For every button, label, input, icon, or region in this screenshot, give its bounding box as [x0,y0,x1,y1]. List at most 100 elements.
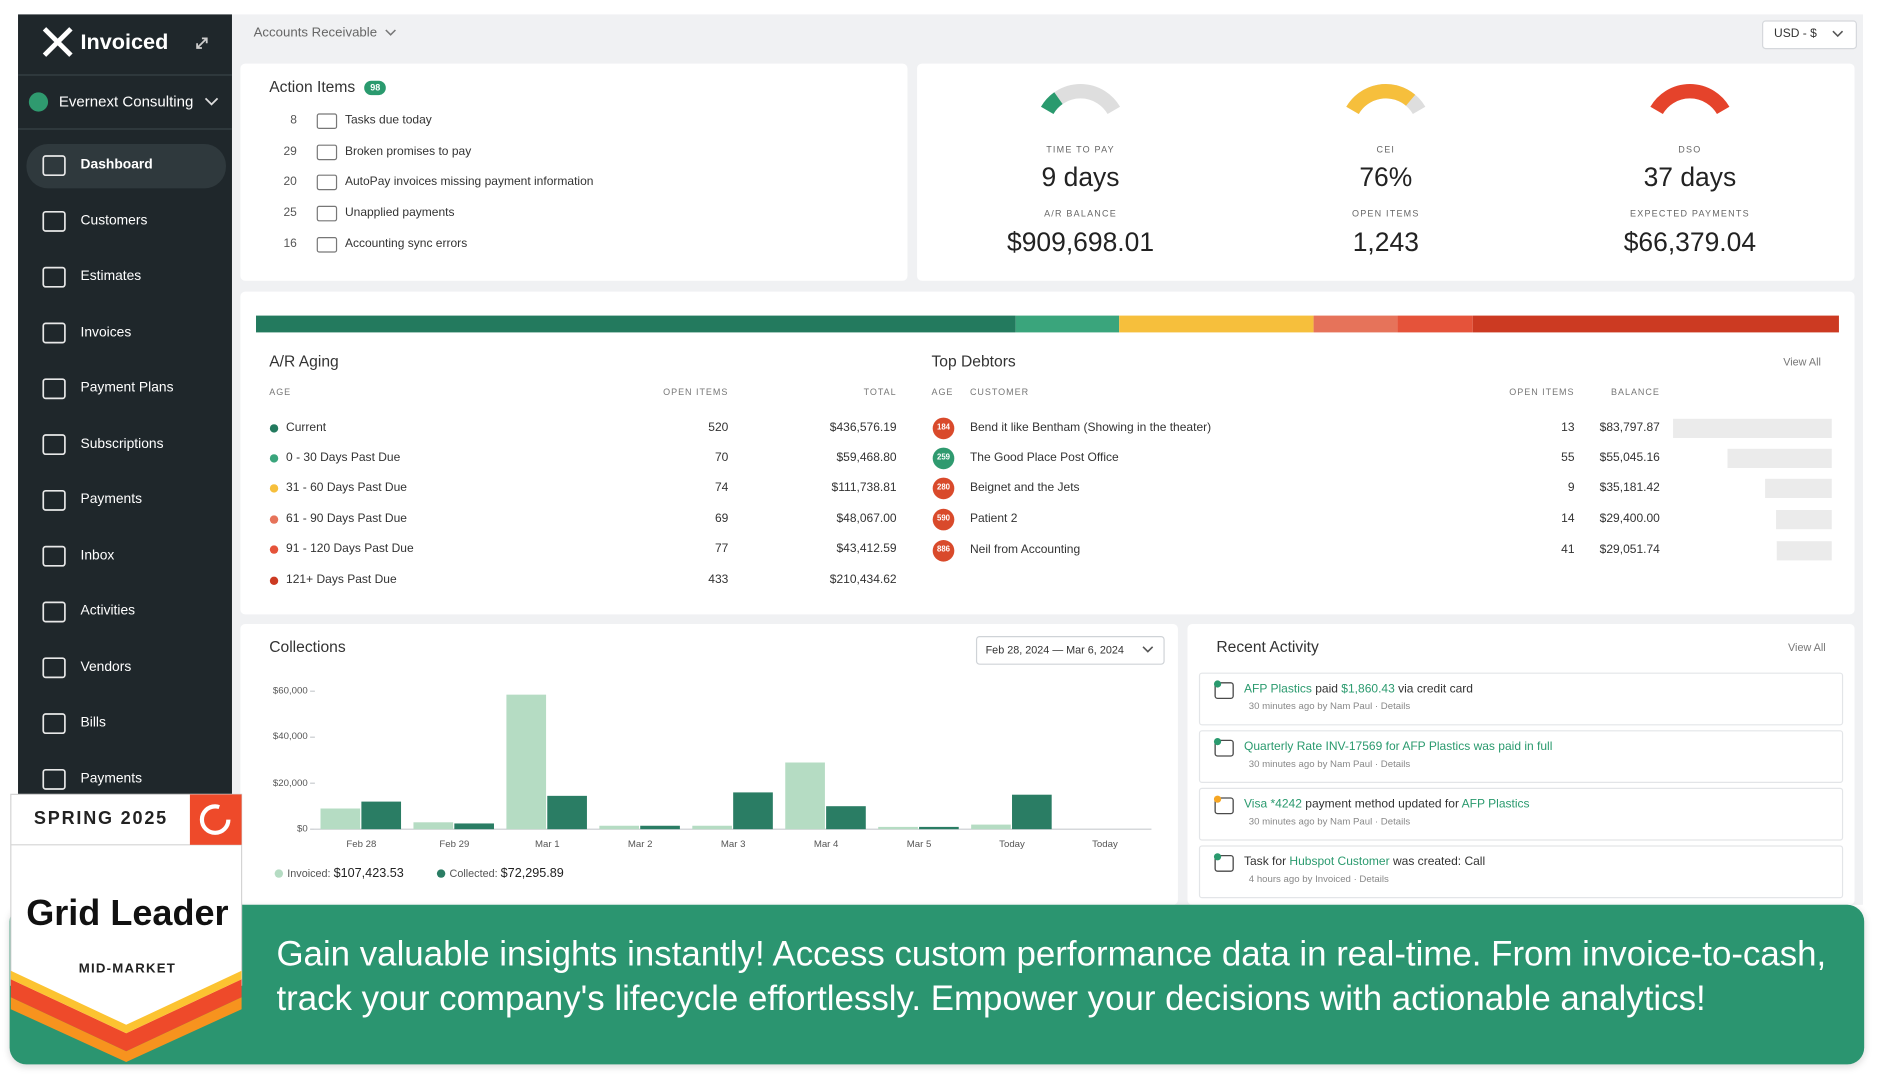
activity-link[interactable]: $1,860.43 [1341,682,1395,696]
logo [42,27,73,57]
bar [1012,794,1052,830]
aging-dot [269,424,279,433]
age-badge [932,477,955,500]
activity-icon [1214,739,1234,757]
nav-item[interactable]: Activities [80,603,136,619]
badge-shape [10,793,243,1062]
nav-item[interactable]: Vendors [80,659,132,675]
collections-card [240,624,1178,905]
nav-item[interactable]: Dashboard [80,157,153,172]
section-chevron[interactable] [385,29,396,36]
bar [733,792,773,830]
age-badge-text: 590 [936,514,951,523]
action-label[interactable]: Tasks due today [344,114,432,128]
debtor-name[interactable]: Patient 2 [969,512,1018,526]
balance-bar [1776,541,1832,561]
gauge-fill [1040,92,1063,115]
date-chevron[interactable] [1142,646,1154,653]
date-select[interactable] [975,636,1165,665]
aging-dot [269,484,279,493]
count-badge: 98 [364,80,387,95]
brand: Invoiced [80,30,169,55]
org-chevron[interactable] [204,97,219,106]
debtor-name[interactable]: Neil from Accounting [969,543,1081,557]
nav-item[interactable]: Subscriptions [80,436,164,451]
column-header: OPEN ITEMS [663,386,729,398]
currency-select[interactable] [1762,20,1857,50]
bar [785,762,825,830]
nav-item[interactable]: Payments [80,492,142,507]
aging-label: Current [286,421,327,435]
section-title[interactable]: Accounts Receivable [253,25,378,41]
activity-text-part: was created: Call [1389,855,1486,869]
nav-item[interactable]: Invoices [80,324,132,340]
activity-link[interactable]: Quarterly Rate INV-17569 for AFP Plastic… [1243,740,1553,754]
nav-icon [42,155,66,177]
metric-value: 9 days [1041,162,1120,192]
x-tick-label: Mar 1 [534,838,560,850]
x-tick-label: Feb 28 [346,838,377,850]
bar [919,826,959,830]
action-label[interactable]: Broken promises to pay [344,145,472,159]
aging-dot [269,454,279,463]
nav-icon [42,322,66,344]
aging-segment [256,315,1016,333]
activity-link[interactable]: AFP Plastics [1243,682,1312,696]
nav-icon [42,266,66,288]
y-tick-label: $20,000 [272,777,308,788]
aging-open-items: 77 [714,542,729,556]
balance-bar [1765,478,1832,499]
age-badge-text: 259 [936,453,951,462]
legend-item: Collected: $72,295.89 [450,867,564,880]
bar [878,826,918,830]
metrics-card [917,63,1855,281]
collapse-icon[interactable] [196,37,208,49]
debtor-name[interactable]: Bend it like Bentham (Showing in the the… [969,421,1212,435]
nav-item[interactable]: Estimates [80,269,142,284]
activity-text-part: paid [1311,682,1342,696]
logo-mark [42,27,73,57]
bar [361,801,402,830]
activity-link[interactable]: Hubspot Customer [1289,855,1390,869]
activity-link[interactable]: Visa *4242 [1243,798,1302,812]
activity-icon-dot [1213,738,1222,746]
debtor-name[interactable]: The Good Place Post Office [969,451,1119,465]
legend-total: $107,423.53 [333,866,404,881]
nav-item[interactable]: Payments [80,771,142,786]
activity-box [1198,672,1844,726]
currency-chevron[interactable] [1832,30,1844,38]
legend-name: Collected: [449,867,498,880]
activity-link[interactable]: AFP Plastics [1461,798,1530,812]
date-range[interactable]: Feb 28, 2024 — Mar 6, 2024 [985,643,1124,656]
nav-item[interactable]: Bills [80,715,106,730]
view-all[interactable]: View All [1783,355,1821,368]
organization[interactable]: Evernext Consulting [58,93,194,111]
card-title: Top Debtors [931,352,1016,371]
legend-name: Invoiced: [287,867,331,880]
age-badge-text: 184 [936,423,951,432]
aging-label: 91 - 120 Days Past Due [286,542,414,556]
legend-dot [274,869,284,878]
action-count: 20 [283,175,297,189]
active-nav [26,144,226,189]
action-label[interactable]: Unapplied payments [344,206,455,220]
nav-item[interactable]: Payment Plans [80,380,174,396]
nav-icon [42,434,66,456]
debtor-name[interactable]: Beignet and the Jets [969,481,1080,495]
activity-box [1198,730,1844,784]
nav-item[interactable]: Customers [80,213,148,228]
banner-text: track your company's lifecycle effortles… [276,979,1706,1019]
debtor-open-items: 41 [1561,543,1575,557]
action-count: 16 [283,237,297,251]
action-label[interactable]: AutoPay invoices missing payment informa… [344,175,594,189]
nav-item[interactable]: Inbox [80,548,115,563]
gauge-fill [1346,84,1416,115]
aging-total: $210,434.62 [829,573,897,587]
view-all[interactable]: View All [1788,641,1826,654]
x-tick-label: Today [999,838,1025,850]
metric-sub-value: $909,698.01 [1007,226,1155,257]
action-label[interactable]: Accounting sync errors [344,237,468,251]
currency[interactable]: USD - $ [1774,27,1817,41]
nav-icon [42,545,66,567]
